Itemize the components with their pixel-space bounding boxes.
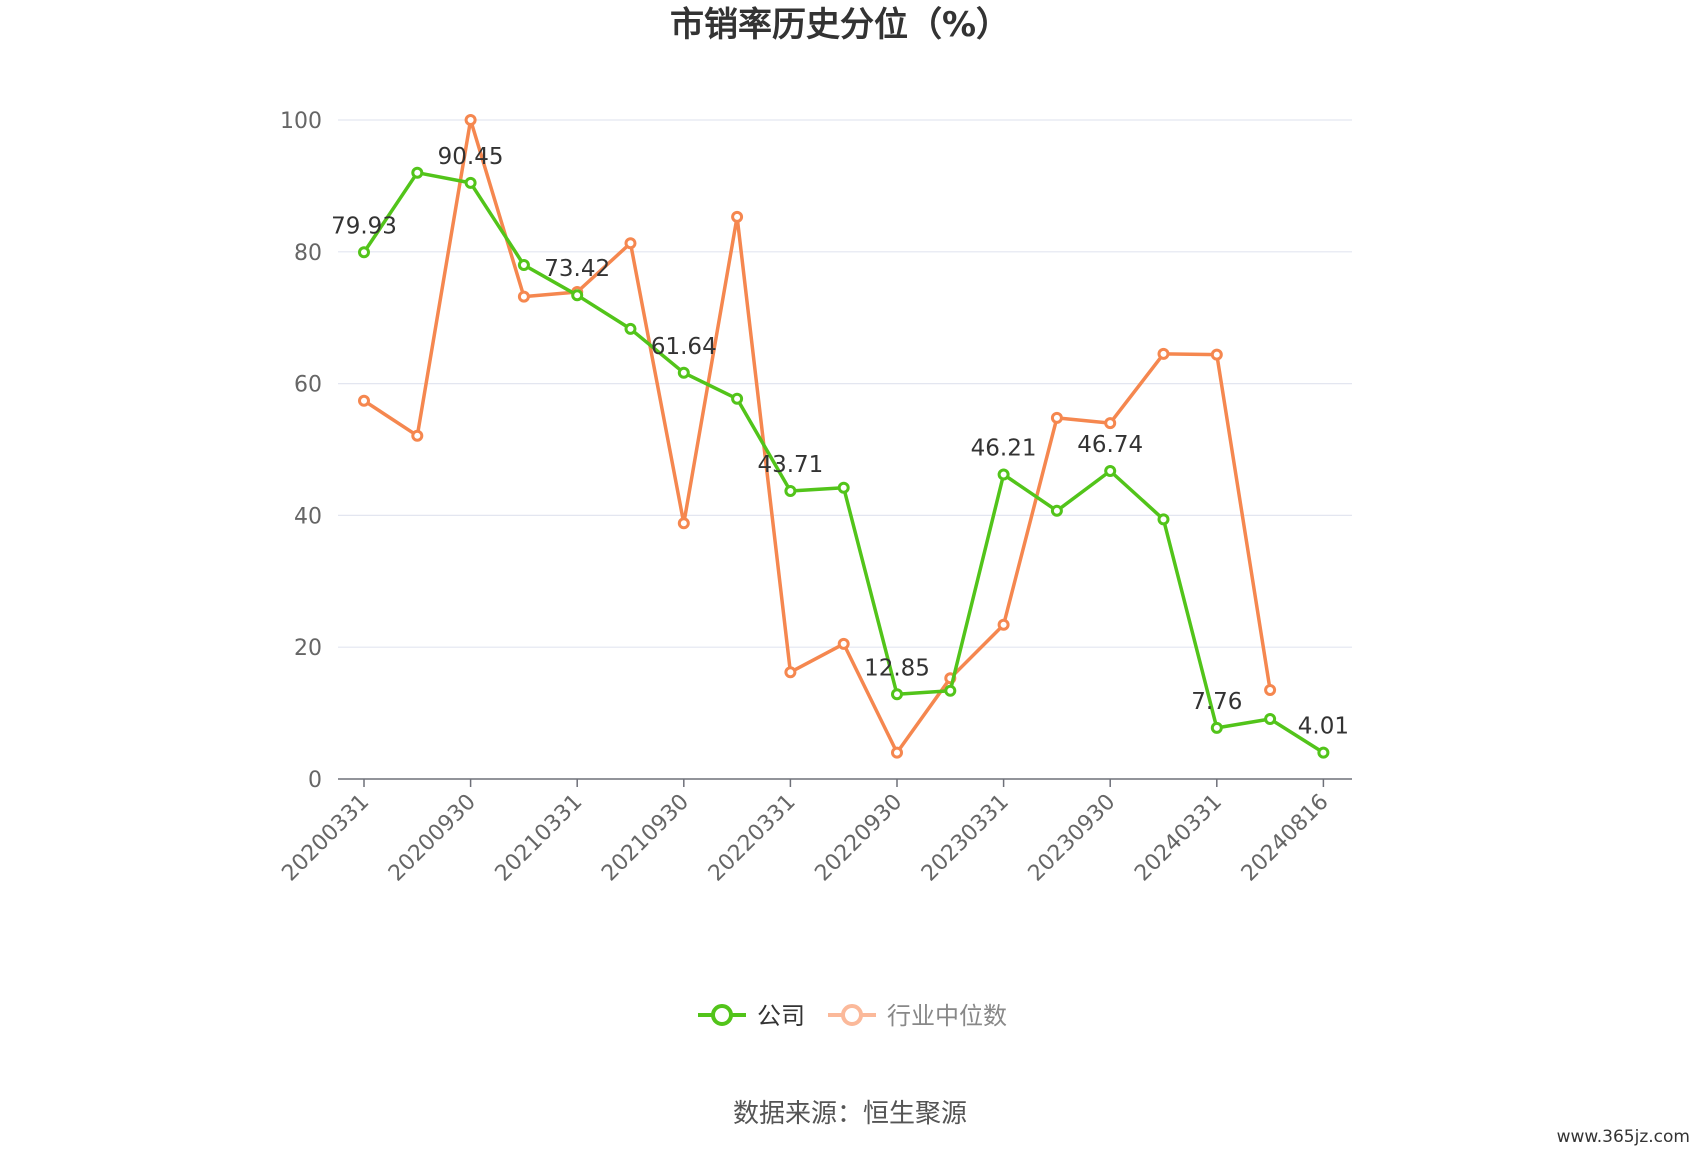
data-point[interactable] xyxy=(411,429,424,442)
y-tick-label: 20 xyxy=(294,636,322,661)
grid-lines xyxy=(338,119,1352,648)
data-labels: 79.93 90.45 73.42 61.64 43.71 12.85 46.21 46.74… xyxy=(331,144,1349,740)
data-point[interactable] xyxy=(837,637,850,650)
data-point[interactable] xyxy=(1210,721,1223,734)
x-tick-label: 20210930 xyxy=(597,790,694,887)
series-company xyxy=(358,166,1330,759)
legend-item-company[interactable]: 公司 xyxy=(698,1002,805,1030)
data-point[interactable] xyxy=(358,246,370,259)
data-label: 4.01 xyxy=(1298,714,1349,740)
data-point[interactable] xyxy=(1317,746,1330,759)
y-tick-label: 0 xyxy=(308,768,322,793)
data-point[interactable] xyxy=(517,259,530,271)
data-label: 90.45 xyxy=(438,144,504,170)
legend: 公司 行业中位数 xyxy=(698,1002,1007,1030)
legend-company-label: 公司 xyxy=(757,1002,805,1030)
data-point[interactable] xyxy=(731,210,744,223)
data-point[interactable] xyxy=(1050,411,1063,424)
data-label: 46.74 xyxy=(1077,432,1143,458)
data-point[interactable] xyxy=(464,176,477,189)
data-point[interactable] xyxy=(1157,513,1170,526)
x-tick-label: 20240331 xyxy=(1130,790,1227,887)
data-point[interactable] xyxy=(784,485,797,497)
data-point[interactable] xyxy=(837,481,850,494)
data-label: 61.64 xyxy=(651,334,717,360)
data-point[interactable] xyxy=(677,366,690,379)
data-label: 79.93 xyxy=(331,213,397,239)
series-lines xyxy=(358,114,1330,759)
x-tick-label: 20200331 xyxy=(277,790,374,887)
x-tick-label: 20240816 xyxy=(1237,790,1334,887)
y-tick-label: 80 xyxy=(294,241,322,266)
data-point[interactable] xyxy=(731,392,744,405)
y-tick-label: 40 xyxy=(294,504,322,529)
series-industry-median xyxy=(358,114,1277,759)
data-label: 12.85 xyxy=(864,655,930,681)
chart-title: 市销率历史分位（%） xyxy=(670,5,1010,45)
data-point[interactable] xyxy=(411,166,424,179)
data-point[interactable] xyxy=(464,114,477,126)
series-line xyxy=(363,118,1272,755)
data-point[interactable] xyxy=(784,666,797,679)
legend-industry-median-label: 行业中位数 xyxy=(887,1002,1007,1030)
data-label: 46.21 xyxy=(971,436,1037,462)
legend-company-marker xyxy=(711,1004,733,1026)
data-point[interactable] xyxy=(1104,417,1117,430)
legend-industry-median-marker xyxy=(841,1004,863,1026)
data-label: 43.71 xyxy=(757,452,823,478)
data-point[interactable] xyxy=(997,468,1010,481)
data-point[interactable] xyxy=(997,618,1010,631)
x-tick-label: 20220331 xyxy=(704,790,801,887)
y-tick-label: 60 xyxy=(294,373,322,398)
data-point[interactable] xyxy=(1104,465,1117,477)
data-point[interactable] xyxy=(571,289,584,302)
data-point[interactable] xyxy=(677,517,690,530)
data-point[interactable] xyxy=(1210,348,1223,361)
data-point[interactable] xyxy=(1264,713,1277,725)
data-point[interactable] xyxy=(1157,347,1170,360)
data-point[interactable] xyxy=(358,394,370,407)
x-tick-label: 20210331 xyxy=(491,790,588,887)
legend-item-industry-median[interactable]: 行业中位数 xyxy=(828,1002,1007,1030)
y-tick-label: 100 xyxy=(280,109,322,134)
series-line xyxy=(362,170,1325,755)
y-axis-ticks: 0 20 40 60 80 100 xyxy=(280,109,322,793)
x-tick-label: 20230930 xyxy=(1024,790,1121,887)
data-point[interactable] xyxy=(624,237,637,250)
data-point[interactable] xyxy=(624,322,637,335)
data-label: 7.76 xyxy=(1191,689,1242,715)
data-point[interactable] xyxy=(1264,684,1277,696)
data-source: 数据来源：恒生聚源 xyxy=(733,1099,967,1129)
watermark: www.365jz.com xyxy=(1557,1127,1690,1147)
data-point[interactable] xyxy=(891,688,903,701)
x-tick-label: 20230331 xyxy=(917,790,1014,887)
data-point[interactable] xyxy=(1050,504,1063,517)
x-tick-label: 20220930 xyxy=(810,790,907,887)
x-axis-ticks: 20200331 20200930 20210331 20210930 20220331… xyxy=(277,779,1334,887)
x-tick-label: 20200930 xyxy=(384,790,481,887)
data-point[interactable] xyxy=(891,746,903,759)
data-point[interactable] xyxy=(517,290,530,303)
data-label: 73.42 xyxy=(544,256,610,282)
data-point[interactable] xyxy=(944,684,957,697)
